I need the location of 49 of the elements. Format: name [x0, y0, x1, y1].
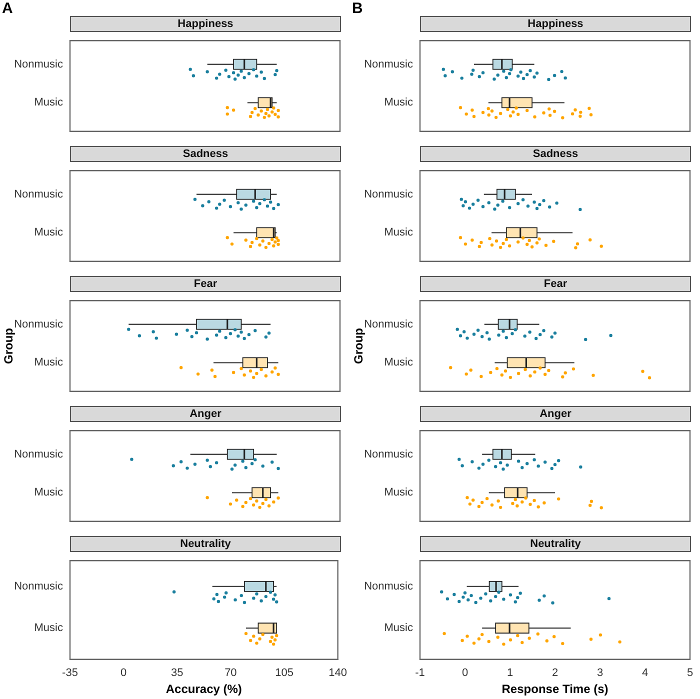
y-tick-label: Nonmusic [364, 58, 414, 70]
y-tick-label: Nonmusic [14, 318, 64, 330]
x-tick-label: 105 [275, 667, 294, 680]
y-tick-label: Nonmusic [364, 318, 414, 330]
y-tick-label: Nonmusic [14, 58, 64, 70]
x-tick-label: 4 [642, 667, 648, 680]
chart-title: Fear [70, 276, 341, 292]
x-tick-label: 1 [506, 667, 514, 680]
x-tick-label: 0 [462, 667, 468, 680]
x-tick-label: -1 [415, 667, 425, 680]
y-tick-label: Music [34, 356, 64, 369]
x-tick-label: 0 [120, 667, 127, 680]
x-tick-label: -35 [62, 667, 78, 680]
y-tick-label: Music [384, 486, 414, 499]
y-tick-label: Nonmusic [14, 188, 64, 200]
y-tick-label: Music [34, 622, 64, 634]
y-tick-label: Nonmusic [14, 580, 64, 592]
chart-title: Happiness [420, 16, 691, 32]
y-tick-label: Music [34, 486, 64, 499]
x-tick-label: 35 [171, 667, 184, 680]
x-axis-title: Accuracy (%) [166, 682, 242, 696]
y-axis-title: Group [2, 328, 16, 364]
chart-title: Sadness [70, 146, 341, 162]
chart-title: Anger [70, 406, 341, 422]
y-tick-label: Music [384, 356, 414, 369]
y-axis-title: Group [352, 328, 366, 364]
x-tick-label: 140 [328, 667, 348, 680]
x-axis-title: Response Time (s) [502, 682, 608, 696]
x-tick-label: 70 [224, 667, 237, 680]
chart-title: Sadness [420, 146, 691, 162]
y-tick-label: Nonmusic [14, 448, 64, 460]
text: A [2, 0, 13, 17]
y-tick-label: Music [34, 96, 64, 109]
chart-title: Neutrality [420, 536, 691, 552]
x-tick-label: 2 [552, 667, 558, 680]
y-tick-label: Music [384, 96, 414, 109]
chart-title: Fear [420, 276, 691, 292]
chart-title: Neutrality [70, 536, 341, 552]
y-tick-label: Nonmusic [364, 448, 414, 460]
y-tick-label: Music [34, 226, 64, 239]
chart-title: Anger [420, 406, 691, 422]
x-tick-label: 3 [596, 667, 604, 680]
y-tick-label: Nonmusic [364, 580, 414, 592]
text: B [352, 0, 363, 17]
y-tick-label: Nonmusic [364, 188, 414, 200]
y-tick-label: Music [384, 622, 414, 634]
y-tick-label: Music [384, 226, 414, 239]
chart-title: Happiness [70, 16, 341, 32]
x-tick-label: 5 [686, 667, 694, 680]
